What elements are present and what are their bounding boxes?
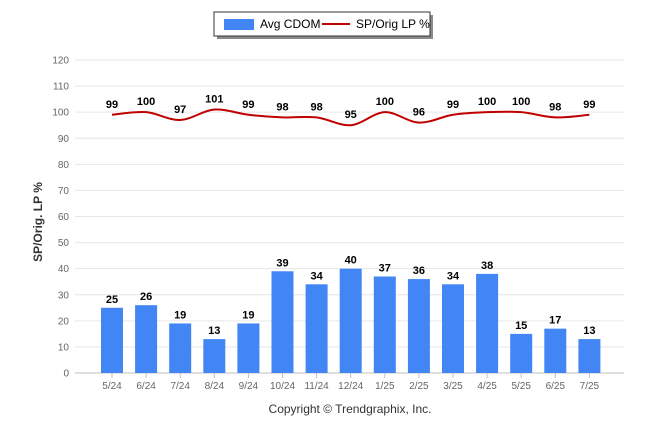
bar	[407, 279, 430, 373]
y-tick-label: 10	[58, 342, 70, 353]
line-series-sp-orig-lp	[111, 108, 590, 127]
x-axis-ticks: 5/24 6/24 7/24 8/24 9/24 10/24 11/24 12/24 1/25 2…	[102, 373, 600, 392]
bar	[305, 284, 328, 373]
legend: Avg CDOM SP/Orig LP %	[213, 11, 433, 39]
bar	[339, 268, 362, 373]
x-tick-label: 5/25	[511, 381, 531, 392]
bar-value-label: 13	[208, 325, 220, 337]
x-tick-label: 3/25	[443, 381, 463, 392]
bar-value-label: 26	[140, 291, 152, 303]
bar-value-label: 38	[481, 260, 493, 272]
bar	[237, 323, 260, 373]
line-data-labels: 99 100 97 101 99 98 98 95 100 96 99 100 100 98 99	[106, 94, 596, 122]
bar	[271, 271, 294, 373]
bar	[510, 333, 533, 373]
bar-value-label: 36	[413, 265, 425, 277]
x-tick-label: 9/24	[239, 381, 259, 392]
bar-value-label: 34	[310, 270, 323, 282]
y-tick-label: 70	[58, 186, 70, 197]
bar	[203, 339, 226, 373]
y-axis-ticks: 0 10 20 30 40 50 60 70 80 90 100 110 120	[52, 56, 69, 380]
bar	[544, 328, 567, 373]
line-value-label: 100	[376, 96, 394, 108]
line-value-label: 97	[174, 104, 186, 116]
x-tick-label: 6/25	[546, 381, 566, 392]
x-tick-label: 2/25	[409, 381, 429, 392]
x-tick-label: 12/24	[338, 381, 363, 392]
bar	[169, 323, 192, 373]
bar	[135, 305, 158, 373]
bar	[442, 284, 464, 373]
x-tick-label: 6/24	[136, 381, 156, 392]
line-value-label: 98	[276, 101, 288, 113]
line-value-label: 99	[242, 99, 254, 111]
bar	[476, 273, 499, 373]
bar	[101, 307, 123, 373]
line-value-label: 100	[512, 96, 530, 108]
bar-value-label: 17	[549, 315, 561, 327]
line-value-label: 100	[137, 96, 155, 108]
line-value-label: 99	[583, 99, 595, 111]
line-value-label: 100	[478, 96, 496, 108]
line-value-label: 98	[310, 101, 322, 113]
x-tick-label: 7/24	[170, 381, 190, 392]
bar-series-avg-cdom	[101, 268, 601, 373]
x-tick-label: 10/24	[270, 381, 295, 392]
line-value-label: 95	[345, 109, 357, 121]
line-value-label: 99	[106, 99, 118, 111]
x-tick-label: 8/24	[205, 381, 225, 392]
y-tick-label: 0	[63, 369, 69, 380]
bar-data-labels: 25 26 19 13 19 39 34 40 37 36 34 38 15 17 13	[106, 255, 596, 337]
bar-value-label: 15	[515, 320, 527, 332]
x-tick-label: 4/25	[477, 381, 497, 392]
x-tick-label: 7/25	[580, 381, 600, 392]
y-tick-label: 20	[58, 316, 70, 327]
line-value-label: 98	[549, 101, 561, 113]
bar-value-label: 39	[276, 257, 288, 269]
legend-swatch-avg-cdom	[224, 19, 254, 30]
copyright-text: Copyright © Trendgraphix, Inc.	[269, 402, 432, 416]
legend-label-avg-cdom: Avg CDOM	[260, 17, 320, 31]
grid-lines	[75, 59, 624, 348]
y-tick-label: 110	[53, 82, 69, 93]
y-tick-label: 30	[58, 290, 70, 301]
bar-value-label: 40	[345, 255, 357, 267]
bar-value-label: 34	[447, 270, 460, 282]
y-tick-label: 100	[52, 108, 69, 119]
y-tick-label: 50	[58, 238, 70, 249]
bar-value-label: 13	[583, 325, 595, 337]
line-value-label: 96	[413, 107, 425, 119]
y-tick-label: 40	[58, 264, 70, 275]
line-value-label: 99	[447, 99, 459, 111]
legend-label-sp-orig-lp: SP/Orig LP %	[356, 17, 430, 31]
bar	[373, 276, 396, 373]
y-tick-label: 80	[58, 160, 70, 171]
line-value-label: 101	[205, 94, 223, 106]
y-tick-label: 120	[52, 56, 69, 67]
x-tick-label: 1/25	[375, 381, 395, 392]
bar	[578, 339, 601, 373]
y-axis-label: SP/Orig. LP %	[31, 182, 45, 262]
bar-value-label: 37	[379, 262, 391, 274]
bar-value-label: 25	[106, 294, 118, 306]
bar-value-label: 19	[242, 309, 254, 321]
bar-value-label: 19	[174, 309, 186, 321]
y-tick-label: 60	[58, 212, 70, 223]
y-tick-label: 90	[58, 134, 70, 145]
x-tick-label: 11/24	[304, 381, 329, 392]
x-tick-label: 5/24	[102, 381, 122, 392]
